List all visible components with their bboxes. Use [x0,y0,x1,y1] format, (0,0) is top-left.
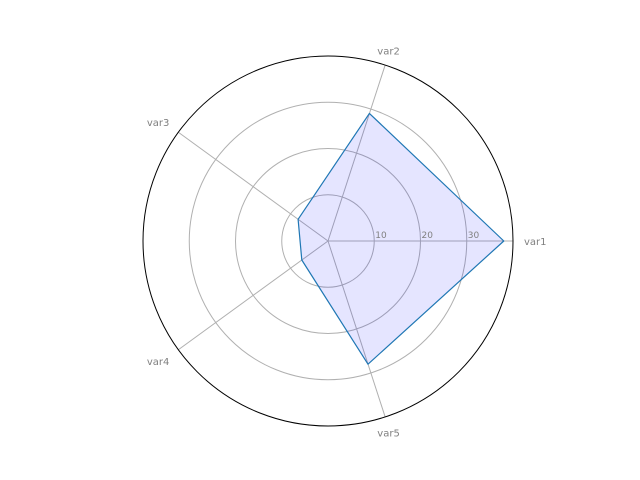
radial-tick-labels: 10 20 30 [375,231,479,241]
spoke-var2 [327,64,386,242]
category-label-var4: var4 [147,357,170,368]
spoke-var5 [327,240,386,418]
radial-tick-label-10: 10 [375,231,387,241]
category-label-var2: var2 [377,47,400,58]
spoke-var3 [178,131,329,242]
category-label-var1: var1 [524,237,547,248]
radial-tick-label-30: 30 [468,231,480,241]
series-area-0 [298,113,504,365]
radial-tick-label-20: 20 [422,231,434,241]
category-label-var5: var5 [377,428,400,439]
series-line-0 [297,112,505,365]
polar-frame [142,55,514,427]
spoke-var4 [178,240,329,351]
angular-gridlines [178,64,513,418]
category-label-var3: var3 [147,118,170,129]
category-labels: var1 var2 var3 var4 var5 [147,47,547,440]
series-layer [297,112,505,365]
